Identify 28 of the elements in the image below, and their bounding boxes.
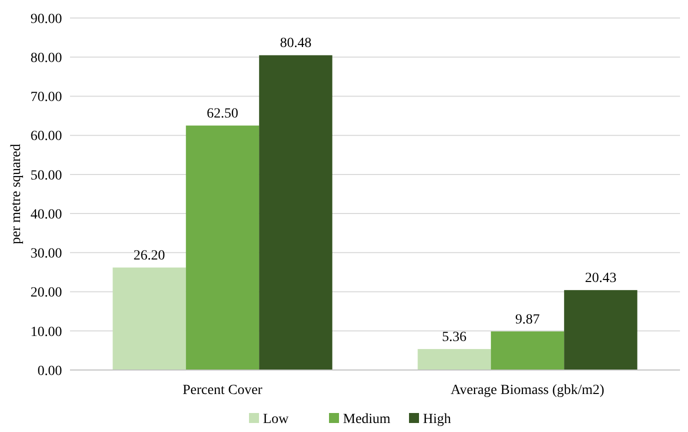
legend-label: High [423,412,451,427]
y-tick-label: 20.00 [30,286,62,301]
bar [259,55,332,370]
data-label: 26.20 [134,248,166,264]
y-tick-label: 80.00 [30,51,62,66]
y-tick-label: 90.00 [30,12,62,27]
bar [490,331,564,370]
legend-label: Low [263,412,290,427]
y-axis-title: per metre squared [9,144,24,244]
y-tick-label: 50.00 [30,168,62,184]
bar [564,290,638,370]
y-tick-label: 30.00 [30,246,62,262]
legend-label: Medium [343,412,391,427]
x-tick-label: Average Biomass (gbk/m2) [450,383,605,398]
data-label: 62.50 [206,106,238,122]
y-tick-label: 10.00 [30,324,62,340]
y-tick-label: 60.00 [30,129,62,144]
bar [112,268,186,370]
y-tick-label: 0.00 [38,364,62,379]
bar [418,349,491,370]
data-label: 20.43 [584,271,616,286]
data-label: 80.48 [280,36,312,52]
y-tick-label: 70.00 [30,90,62,106]
data-label: 5.36 [442,330,467,346]
y-tick-label: 40.00 [30,207,62,222]
x-tick-label: Percent Cover [182,383,263,398]
bar [186,126,260,370]
data-label: 9.87 [515,312,540,328]
